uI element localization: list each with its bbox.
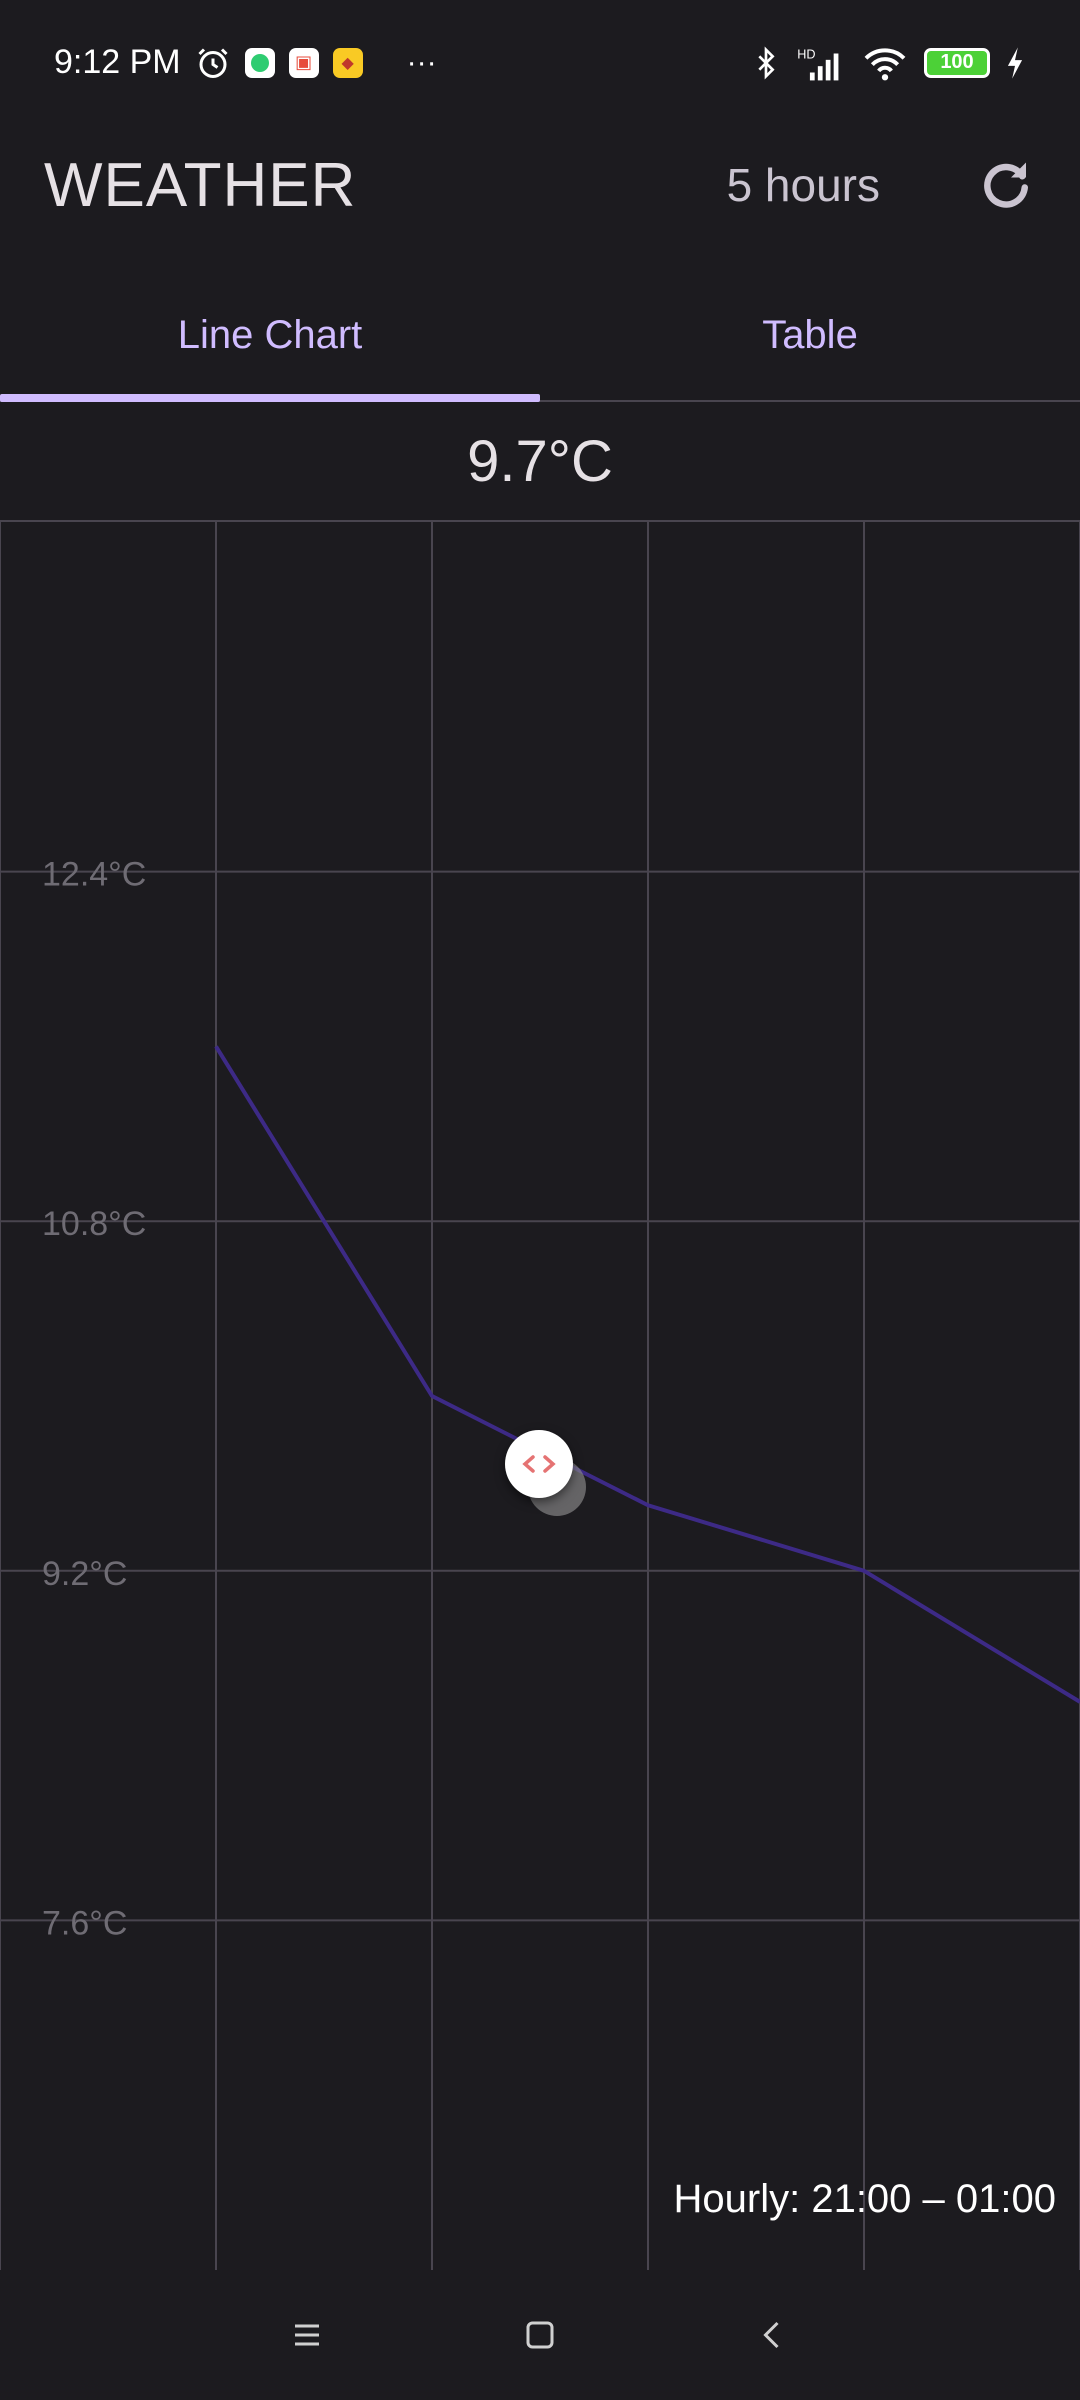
back-button[interactable] <box>745 2307 801 2363</box>
app-icon-yellow: ◆ <box>332 47 363 78</box>
y-tick-label: 9.2°C <box>42 1555 127 1593</box>
chart-range-label: Hourly: 21:00 – 01:00 <box>673 2177 1056 2221</box>
svg-text:HD: HD <box>797 47 815 61</box>
refresh-icon[interactable] <box>976 155 1036 215</box>
signal-icon: HD <box>797 47 839 80</box>
series-line <box>214 1045 1080 1704</box>
app-title: WEATHER <box>44 150 357 220</box>
app-icon-green <box>244 47 275 78</box>
app-icon-cart: ▣ <box>288 47 319 78</box>
home-square-icon <box>526 2321 554 2349</box>
drag-arrows-icon <box>522 1455 556 1473</box>
system-nav-bar <box>0 2270 1080 2400</box>
recents-button[interactable] <box>279 2307 335 2363</box>
status-left: 9:12 PM ▣ ◆ ··· <box>54 43 437 82</box>
tab-table-label: Table <box>762 312 858 357</box>
status-time: 9:12 PM <box>54 43 181 81</box>
menu-icon <box>294 2324 319 2346</box>
status-right: HD 100 <box>750 44 1026 82</box>
battery-icon: 100 <box>924 47 990 78</box>
y-tick-label: 10.8°C <box>42 1205 146 1243</box>
back-chevron-icon <box>763 2321 779 2349</box>
more-notifications-icon: ··· <box>406 45 437 79</box>
line-chart[interactable]: 12.4°C 10.8°C 9.2°C 7.6°C Hourly: 21:00 – 0… <box>0 522 1080 2270</box>
tab-line-chart[interactable]: Line Chart <box>0 270 540 402</box>
app-bar: WEATHER 5 hours <box>0 125 1080 245</box>
chart-canvas[interactable]: 12.4°C 10.8°C 9.2°C 7.6°C <box>0 522 1080 2270</box>
selected-value: 9.7°C <box>0 402 1080 522</box>
y-tick-label: 12.4°C <box>42 856 146 894</box>
tab-table[interactable]: Table <box>540 270 1080 400</box>
home-button[interactable] <box>512 2307 568 2363</box>
charging-icon <box>1007 46 1023 79</box>
tab-line-chart-label: Line Chart <box>177 312 363 357</box>
bluetooth-icon <box>758 45 775 80</box>
period-selector[interactable]: 5 hours <box>726 159 880 211</box>
tab-bar: Line Chart Table <box>0 270 1080 402</box>
y-tick-label: 7.6°C <box>42 1904 127 1942</box>
alarm-icon <box>198 47 228 78</box>
wifi-icon <box>864 47 906 80</box>
status-bar: 9:12 PM ▣ ◆ ··· HD <box>0 0 1080 125</box>
chart-marker-handle[interactable] <box>505 1430 573 1498</box>
